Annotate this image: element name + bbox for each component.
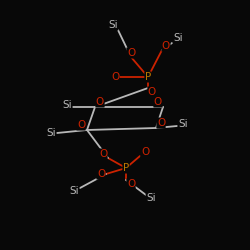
Text: O: O bbox=[111, 72, 119, 82]
Text: Si: Si bbox=[46, 128, 56, 138]
Text: Si: Si bbox=[173, 33, 183, 43]
Text: O: O bbox=[96, 97, 104, 107]
Text: O: O bbox=[141, 147, 149, 157]
Text: Si: Si bbox=[178, 119, 188, 129]
Text: Si: Si bbox=[62, 100, 72, 110]
Text: O: O bbox=[127, 48, 135, 58]
Text: O: O bbox=[77, 120, 85, 130]
Text: Si: Si bbox=[146, 193, 156, 203]
Text: O: O bbox=[99, 149, 107, 159]
Text: O: O bbox=[157, 118, 165, 128]
Text: P: P bbox=[123, 163, 129, 173]
Text: P: P bbox=[145, 72, 151, 82]
Text: Si: Si bbox=[69, 186, 79, 196]
Text: O: O bbox=[154, 97, 162, 107]
Text: O: O bbox=[127, 179, 135, 189]
Text: Si: Si bbox=[108, 20, 118, 30]
Text: O: O bbox=[148, 87, 156, 97]
Text: O: O bbox=[162, 41, 170, 51]
Text: O: O bbox=[97, 169, 105, 179]
